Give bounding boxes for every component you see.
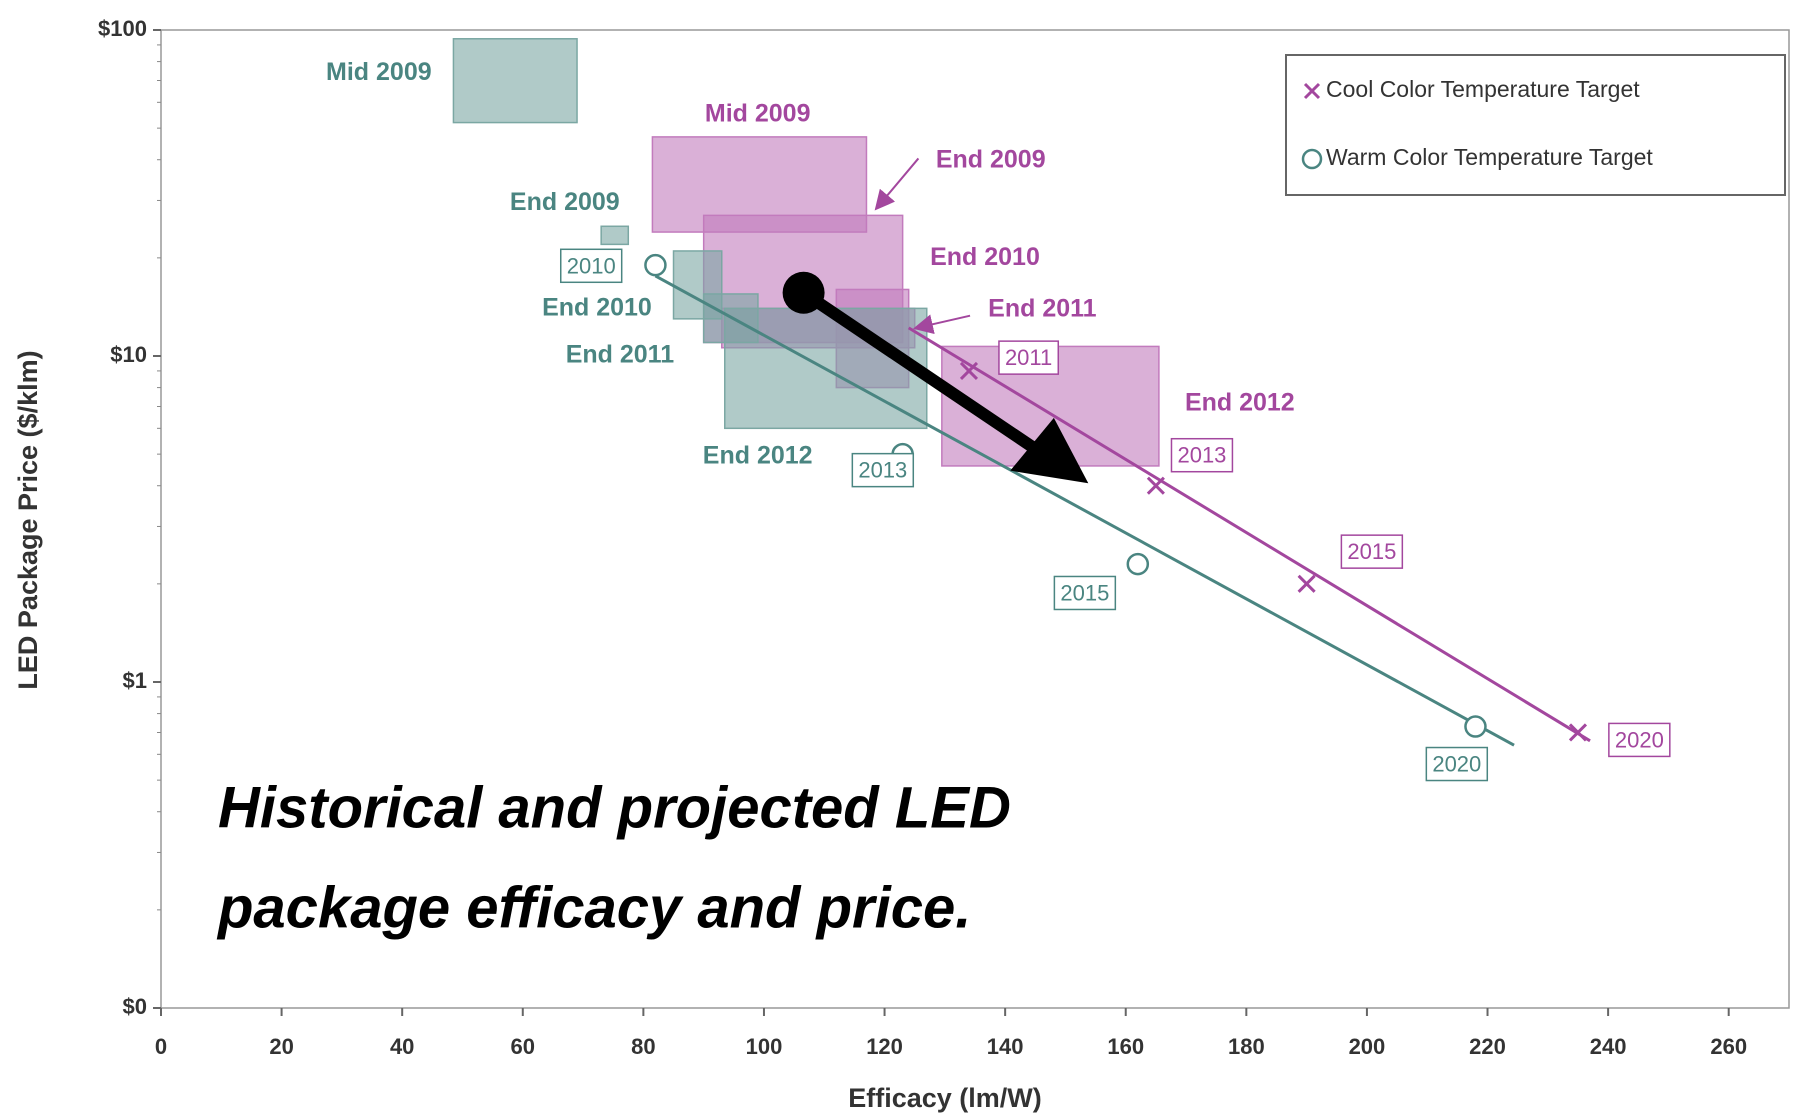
point-label-box <box>559 248 623 284</box>
marker-x <box>1568 723 1588 742</box>
range-label: End 2011 <box>566 340 674 368</box>
pointer <box>874 157 920 211</box>
y-tick-label: $0 <box>123 994 147 1019</box>
marker-o <box>1126 552 1150 576</box>
range-label: End 2009 <box>936 145 1046 173</box>
point-label: 2010 <box>567 253 616 278</box>
y-axis-title: LED Package Price ($/klm) <box>13 350 43 689</box>
x-tick-label: 260 <box>1710 1034 1747 1059</box>
marker-x <box>1297 574 1316 593</box>
pointer <box>913 314 971 335</box>
trend-line <box>654 274 1515 747</box>
y-tick-label: $10 <box>110 342 147 367</box>
range-label: End 2012 <box>1185 389 1295 417</box>
marker-x <box>959 361 979 380</box>
point-label: 2013 <box>858 458 907 483</box>
legend-marker <box>1303 82 1321 100</box>
range-box <box>600 225 630 246</box>
y-tick-label: $1 <box>123 668 147 693</box>
range-label: End 2012 <box>703 442 813 470</box>
range-label: End 2009 <box>510 188 620 216</box>
x-tick-label: 40 <box>390 1034 414 1059</box>
point-label-box <box>1340 534 1404 569</box>
point-label-box <box>1170 437 1234 473</box>
x-tick-label: 100 <box>746 1034 783 1059</box>
range-label: End 2011 <box>988 295 1096 323</box>
point-label: 2011 <box>1005 345 1052 370</box>
x-tick-label: 20 <box>269 1034 293 1059</box>
range-box <box>452 38 578 124</box>
point-label: 2015 <box>1347 539 1396 564</box>
point-label-box <box>1608 722 1671 758</box>
marker-o <box>1464 715 1487 738</box>
point-label-box <box>851 452 915 488</box>
legend-box <box>1285 54 1786 196</box>
x-tick-label: 0 <box>155 1034 167 1059</box>
point-label: 2013 <box>1177 443 1226 468</box>
overlay-arrow-head <box>1010 417 1089 484</box>
x-axis-title: Efficacy (lm/W) <box>848 1083 1042 1113</box>
marker-o <box>644 253 667 277</box>
range-label: Mid 2009 <box>705 99 811 127</box>
range-label: End 2010 <box>930 243 1040 271</box>
legend-marker <box>1301 148 1323 170</box>
range-label: Mid 2009 <box>326 58 432 86</box>
range-label: End 2010 <box>542 293 652 321</box>
x-tick-label: 140 <box>987 1034 1024 1059</box>
x-tick-label: 240 <box>1590 1034 1627 1059</box>
legend-label: Cool Color Temperature Target <box>1326 76 1640 102</box>
y-tick-label: $100 <box>98 16 147 41</box>
x-tick-label: 160 <box>1107 1034 1144 1059</box>
point-label: 2020 <box>1615 727 1664 752</box>
x-tick-label: 60 <box>511 1034 535 1059</box>
point-label: 2015 <box>1060 580 1109 605</box>
x-tick-label: 120 <box>866 1034 903 1059</box>
legend-label: Warm Color Temperature Target <box>1326 144 1653 170</box>
x-tick-label: 220 <box>1469 1034 1506 1059</box>
x-tick-label: 180 <box>1228 1034 1265 1059</box>
point-label: 2020 <box>1432 752 1481 777</box>
marker-x <box>1146 476 1165 495</box>
point-label-box <box>1053 575 1117 611</box>
x-tick-label: 200 <box>1349 1034 1386 1059</box>
caption: Historical and projected LED <box>218 775 1011 840</box>
overlay-arrow-dot <box>782 271 825 314</box>
caption: package efficacy and price. <box>216 875 971 940</box>
trend-line <box>907 326 1591 743</box>
overlay-arrow <box>797 286 1074 477</box>
x-tick-label: 80 <box>631 1034 655 1059</box>
plot-frame <box>160 29 1790 1009</box>
point-label-box <box>1425 746 1489 782</box>
point-label-box <box>998 340 1060 375</box>
